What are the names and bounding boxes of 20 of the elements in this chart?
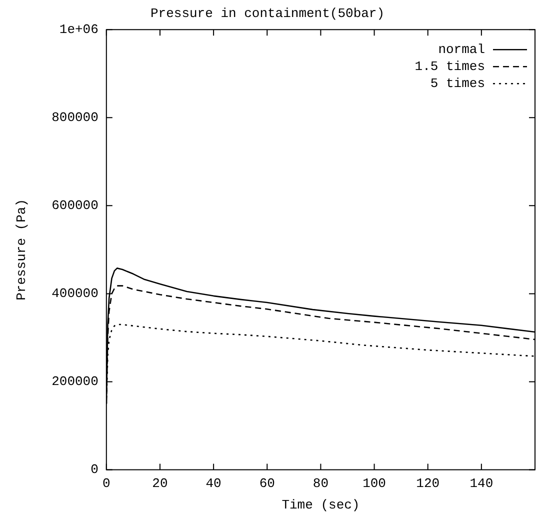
x-tick-label: 0	[102, 476, 110, 492]
y-tick-label: 600000	[52, 198, 98, 214]
y-tick-label: 400000	[52, 286, 98, 302]
x-tick-label: 60	[259, 476, 275, 492]
x-tick-label: 120	[416, 476, 440, 492]
x-tick-label: 80	[312, 476, 329, 492]
y-tick-label: 800000	[52, 110, 98, 126]
y-tick-label: 0	[90, 462, 98, 478]
legend-label: 1.5 times	[414, 59, 485, 74]
y-tick-label: 1e+06	[59, 22, 98, 38]
x-tick-label: 20	[152, 476, 168, 492]
x-axis-title: Time (sec)	[282, 498, 360, 513]
legend-label: normal	[438, 42, 486, 58]
chart-title: Pressure in containment(50bar)	[150, 6, 385, 22]
x-tick-label: 140	[470, 476, 494, 492]
y-axis-title: Pressure (Pa)	[14, 198, 30, 300]
x-tick-label: 100	[362, 476, 386, 492]
y-tick-label: 200000	[52, 374, 98, 390]
x-tick-label: 40	[206, 476, 222, 492]
legend-label: 5 times	[430, 76, 485, 92]
